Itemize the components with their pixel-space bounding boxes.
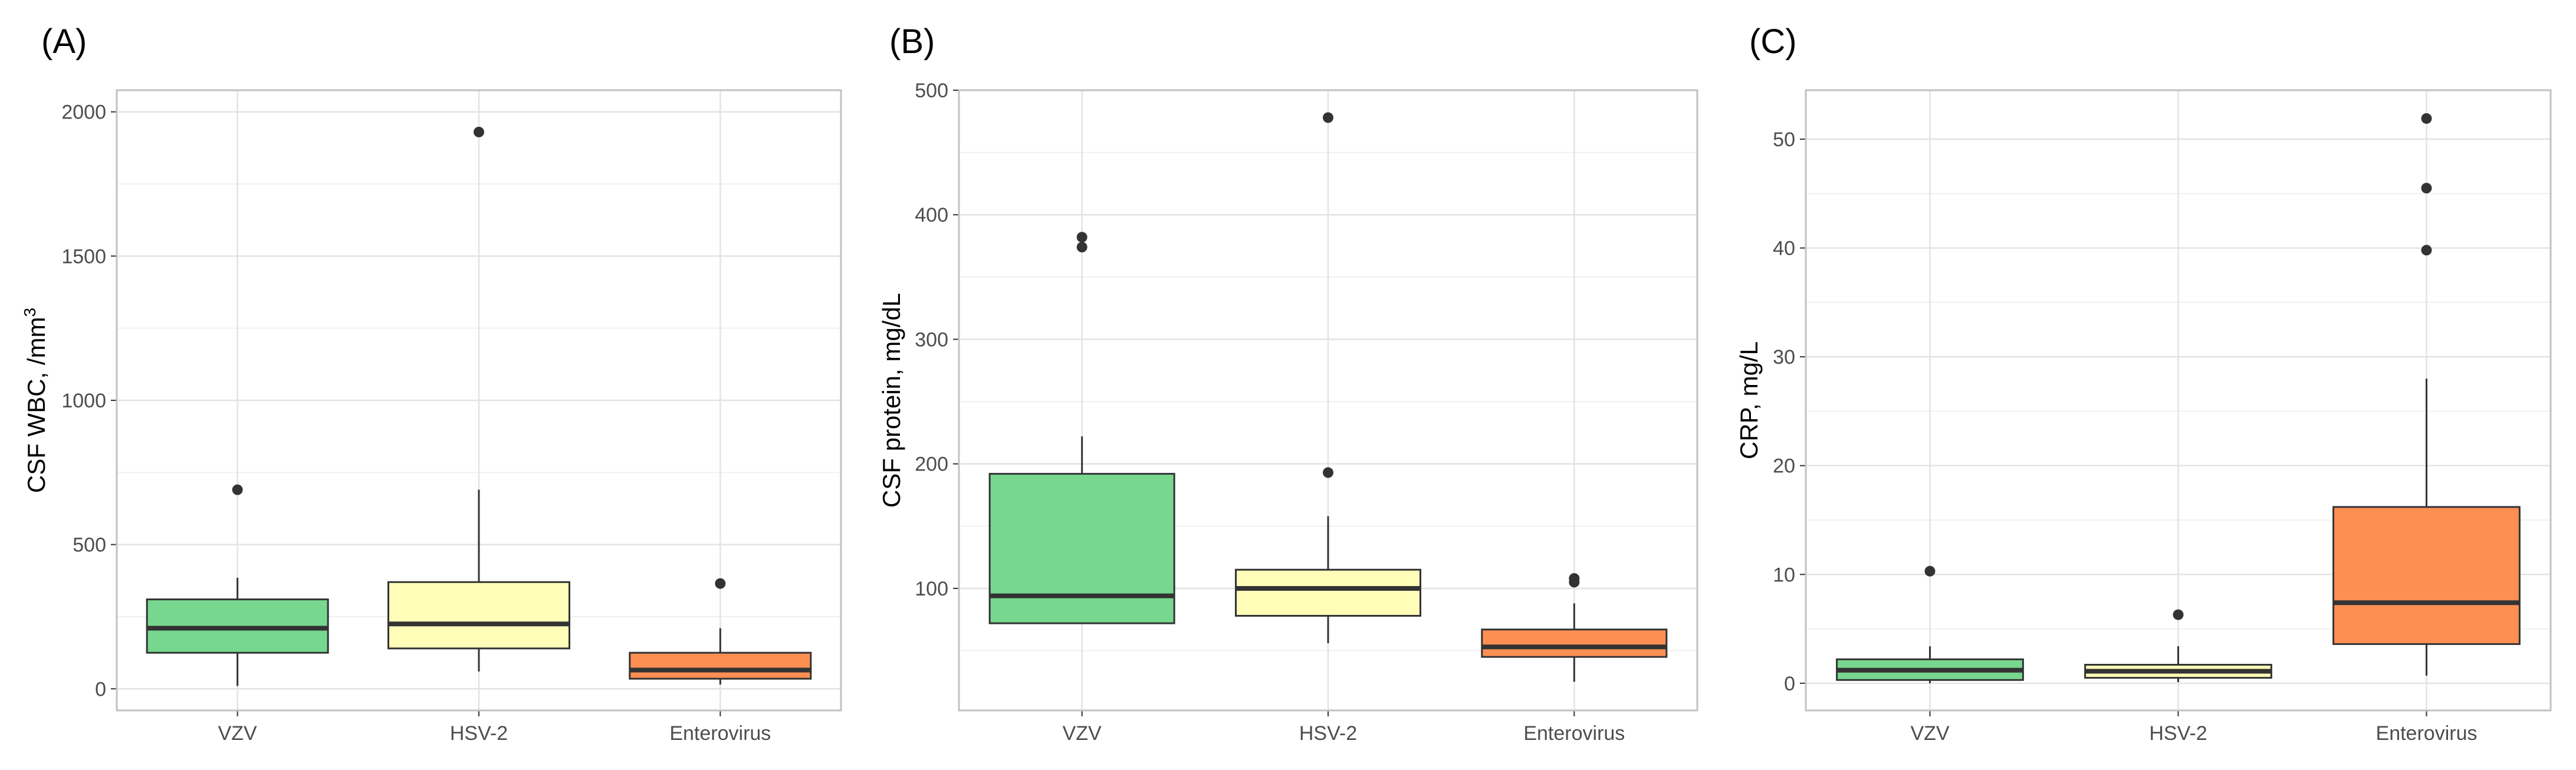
y-tick-label: 1000 [61, 390, 106, 412]
y-tick-label: 40 [1773, 238, 1795, 260]
x-tick-label: VZV [218, 722, 257, 745]
x-tick-label: HSV-2 [1299, 722, 1357, 745]
panel-border [958, 89, 1698, 712]
panel-label: (C) [1749, 22, 1797, 61]
outlier-point [715, 578, 726, 589]
panel-label: (A) [41, 22, 87, 61]
box-iqr [1235, 568, 1421, 617]
y-tick-label: 50 [1773, 129, 1795, 151]
x-tick-label: HSV-2 [450, 722, 508, 745]
outlier-point [232, 484, 243, 495]
outlier-point [1076, 242, 1087, 253]
panel-a: (A) 0 500 1000 1500 2000 VZV HSV-2 Enterovirus CS… [21, 22, 842, 745]
x-tick-label: HSV-2 [2149, 722, 2207, 745]
x-tick-label: Enterovirus [669, 722, 771, 745]
y-tick-label: 10 [1773, 564, 1795, 586]
y-tick-label: 30 [1773, 346, 1795, 368]
y-tick-label: 0 [95, 678, 106, 700]
y-tick-label: 0 [1784, 673, 1795, 695]
outlier-point [1323, 112, 1333, 123]
y-tick-label: 1500 [61, 245, 106, 268]
x-tick-label: VZV [1910, 722, 1949, 745]
x-tick-label: Enterovirus [2376, 722, 2478, 745]
panel-border [1805, 89, 2552, 712]
y-tick-label: 100 [915, 578, 948, 600]
y-tick-label: 2000 [61, 101, 106, 124]
panel-b: (B) 100 200 300 400 500 VZV HSV-2 Enterovirus CSF… [878, 22, 1698, 745]
box-iqr [1481, 628, 1668, 658]
y-tick-label: 200 [915, 453, 948, 476]
outlier-point [1569, 573, 1580, 584]
outlier-point [2173, 609, 2184, 620]
outlier-point [1076, 232, 1087, 243]
y-axis-title-main: CSF WBC, /mm [22, 317, 50, 493]
x-tick-label: Enterovirus [1523, 722, 1625, 745]
box-iqr [629, 651, 812, 680]
y-tick-label: 300 [915, 328, 948, 351]
box-iqr [988, 473, 1175, 624]
y-axis-title: CSF WBC, /mm3 [21, 308, 50, 493]
y-tick-label: 500 [73, 534, 106, 557]
outlier-point [2421, 183, 2432, 194]
outlier-point [1323, 467, 1333, 478]
outlier-point [2421, 245, 2432, 256]
y-tick-label: 500 [915, 80, 948, 102]
outlier-point [1924, 565, 1936, 577]
y-tick-label: 20 [1773, 455, 1795, 478]
y-tick-label: 400 [915, 204, 948, 226]
outlier-point [2421, 113, 2432, 124]
panel-label: (B) [889, 22, 935, 61]
outlier-point [474, 126, 484, 137]
y-axis-title-superscript: 3 [21, 308, 39, 317]
panel-c: (C) 0 10 20 30 40 50 VZV HSV-2 Enterovirus CRP, mg… [1735, 22, 2552, 745]
box-iqr [2332, 506, 2521, 645]
x-tick-label: VZV [1063, 722, 1102, 745]
y-axis-title: CSF protein, mg/dL [878, 293, 905, 508]
box-iqr [387, 581, 570, 650]
y-axis-title: CRP, mg/L [1735, 341, 1763, 459]
panel-border [116, 89, 842, 712]
